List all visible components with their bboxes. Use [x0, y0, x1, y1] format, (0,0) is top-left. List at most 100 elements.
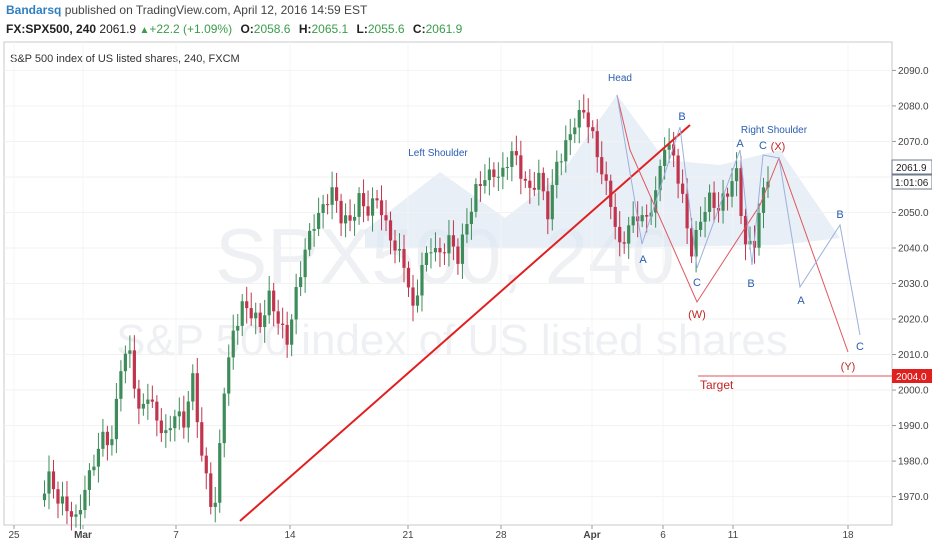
- candle-body: [420, 264, 424, 296]
- wave-label-w: (W): [688, 309, 706, 321]
- high-value: 2065.1: [311, 22, 349, 36]
- wave-label: A: [639, 254, 647, 266]
- candle-body: [685, 193, 689, 229]
- candle-body: [595, 131, 599, 158]
- candle-body: [532, 187, 536, 190]
- red-wave-path[interactable]: [616, 94, 849, 353]
- candle-body: [451, 235, 456, 247]
- candle-body: [577, 109, 581, 128]
- candle-body: [227, 357, 231, 394]
- price-axis[interactable]: 1970.0 1980.0 1990.0 2000.0 2010.0 2020.0 2030…: [892, 66, 929, 503]
- trendline[interactable]: [239, 124, 691, 522]
- candle-body: [326, 204, 330, 206]
- candle-body: [492, 169, 496, 177]
- countdown-tag: [891, 174, 932, 190]
- candle-body: [573, 127, 577, 135]
- x-tick-label: 11: [728, 530, 739, 541]
- candle-body: [721, 193, 725, 211]
- candle-body: [56, 489, 60, 504]
- candle-body: [60, 496, 65, 504]
- close-label: C:: [412, 22, 426, 36]
- candle-body: [231, 330, 235, 358]
- last-price: 2061.9: [99, 22, 137, 36]
- candle-body: [501, 167, 505, 177]
- candle-body: [743, 215, 748, 245]
- candle-body: [393, 240, 397, 251]
- candle-body: [42, 493, 47, 501]
- candle-body: [397, 248, 402, 251]
- target-price-tag: [892, 369, 932, 383]
- candle-body: [213, 502, 217, 507]
- x-tick-label: 7: [173, 530, 179, 541]
- y-tick-label: 2020.0: [898, 315, 929, 326]
- x-tick-label: 28: [495, 530, 507, 541]
- candle-body: [564, 140, 568, 162]
- publish-info: published on TradingView.com, April 12, …: [64, 3, 368, 17]
- candle-body: [474, 184, 478, 212]
- wave-label: C: [693, 277, 701, 289]
- candle-body: [631, 216, 635, 226]
- candle-body: [101, 431, 105, 449]
- candle-body: [222, 393, 226, 444]
- candle-body: [240, 301, 244, 326]
- candle-body: [317, 212, 321, 229]
- open-value: 2058.6: [253, 22, 291, 36]
- wave-label: C: [759, 140, 767, 152]
- wave-label-x: (X): [771, 141, 786, 153]
- blue-wave-path[interactable]: [616, 94, 861, 336]
- candle-body: [388, 220, 393, 241]
- candle-body: [703, 211, 707, 222]
- candle-body: [245, 301, 249, 309]
- low-value: 2055.6: [367, 22, 405, 36]
- y-tick-label: 2010.0: [898, 350, 929, 361]
- candle-body: [267, 290, 271, 316]
- candle-body: [370, 198, 375, 216]
- wave-label: A: [736, 138, 744, 150]
- candle-body: [168, 428, 172, 431]
- candle-body: [204, 455, 208, 474]
- candle-body: [379, 200, 384, 216]
- x-tick-label: 21: [402, 530, 414, 541]
- candle-body: [258, 312, 262, 328]
- author-link[interactable]: Bandarsq: [6, 3, 62, 17]
- candle-body: [537, 172, 541, 190]
- candle-body: [438, 248, 442, 253]
- candle-body: [559, 161, 563, 163]
- candle-body: [209, 473, 213, 507]
- candle-body: [424, 252, 429, 265]
- candle-body: [712, 192, 716, 208]
- y-tick-label: 2030.0: [898, 279, 929, 290]
- candle-body: [483, 180, 487, 186]
- candle-body: [694, 229, 698, 257]
- candle-body: [191, 373, 195, 402]
- candle-body: [676, 155, 680, 184]
- candle-body: [96, 448, 101, 467]
- candle-body: [487, 169, 491, 181]
- up-arrow-icon: ▲: [139, 25, 150, 36]
- candle-body: [725, 193, 730, 197]
- candle-body: [460, 234, 465, 264]
- time-axis[interactable]: 25 Mar 7 14 21 28 Apr 6 11 18: [8, 525, 854, 541]
- candle-body: [150, 399, 154, 402]
- y-tick-label: 1970.0: [898, 492, 929, 503]
- candle-body: [541, 172, 545, 192]
- ohlc-legend: FX:SPX500, 240 2061.9 ▲+22.2 (+1.09%) O:…: [6, 22, 462, 36]
- candle-body: [254, 312, 258, 319]
- candle-body: [348, 215, 352, 221]
- candle-body: [303, 249, 307, 278]
- candle-body: [618, 226, 622, 243]
- candle-body: [285, 324, 289, 345]
- candle-body: [218, 443, 222, 503]
- publish-header: Bandarsq published on TradingView.com, A…: [6, 3, 367, 17]
- candle-body: [627, 225, 631, 244]
- candle-body: [128, 350, 132, 354]
- chart-title: S&P 500 index of US listed shares, 240, …: [10, 53, 240, 65]
- candle-body: [505, 166, 509, 168]
- candle-body: [591, 127, 595, 132]
- high-label: H:: [298, 22, 312, 36]
- last-price-tag-text: 2061.9: [896, 163, 927, 174]
- y-tick-label: 2070.0: [898, 137, 929, 148]
- close-value: 2061.9: [425, 22, 463, 36]
